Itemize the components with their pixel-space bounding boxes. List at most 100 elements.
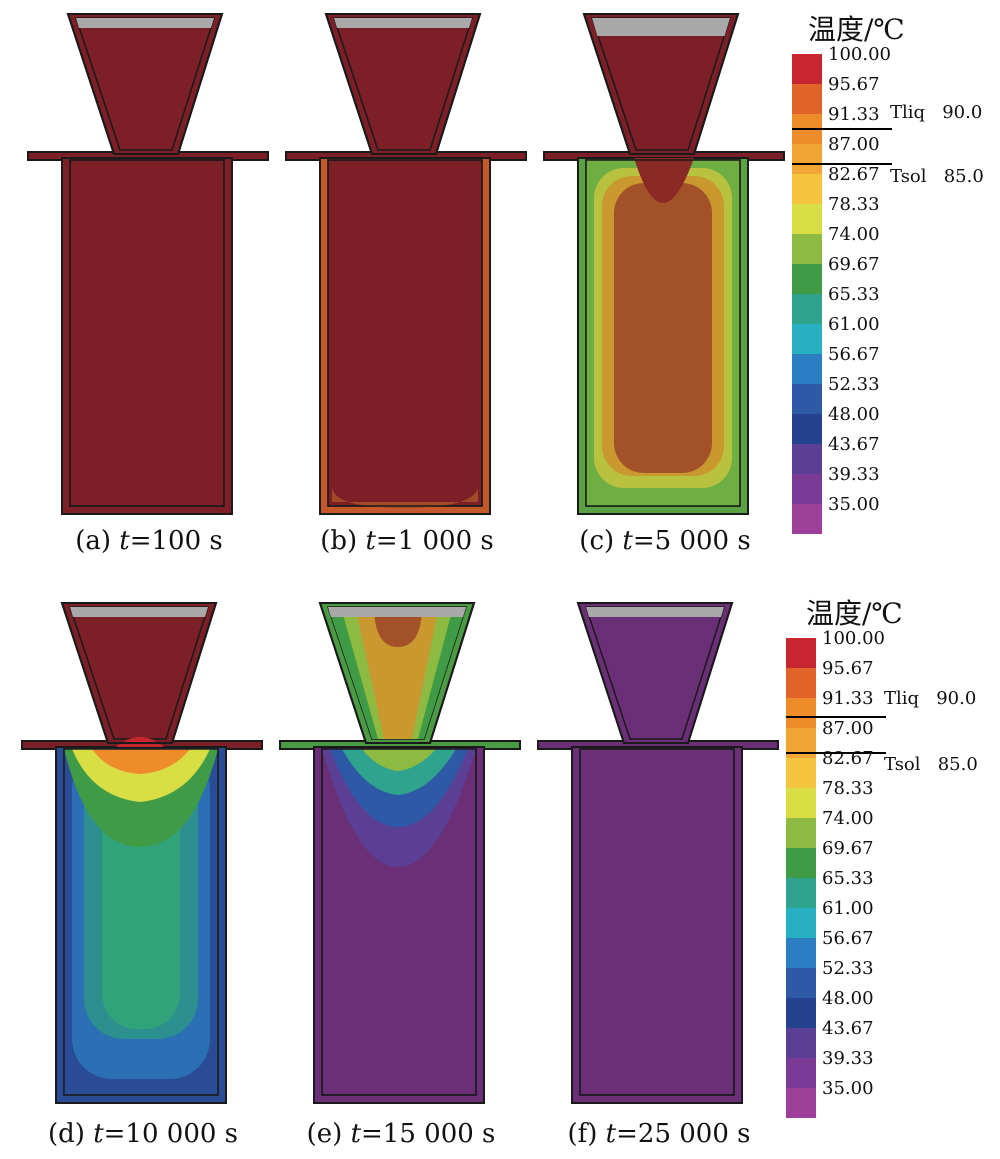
liquidus-marker: Tliq 90.0	[884, 688, 976, 709]
color-swatch	[786, 818, 816, 848]
thermal-band	[362, 749, 436, 771]
legend-value-label: 74.00	[822, 808, 874, 829]
solidus-line	[792, 163, 892, 165]
legend-value-label: 61.00	[828, 314, 880, 335]
color-swatch	[792, 324, 822, 354]
legend-value-label: 39.33	[828, 464, 880, 485]
casting-diagram-b	[285, 13, 527, 515]
legend-top: 温度/℃ 100.00 95.67 91.33 87.00 82.67 78.33 74.0…	[780, 8, 990, 534]
color-swatch	[786, 1088, 816, 1118]
caption-value: =1 000 s	[375, 526, 494, 556]
riser-cap	[328, 607, 466, 617]
legend-value-label: 43.67	[822, 1018, 874, 1039]
color-swatch	[786, 1058, 816, 1088]
liquidus-label: Tliq	[890, 102, 926, 123]
legend-value-label: 69.67	[822, 838, 874, 859]
legend-value-label: 65.33	[822, 868, 874, 889]
riser-cap	[70, 607, 208, 617]
legend-value-label: 35.00	[822, 1078, 874, 1099]
color-swatch	[792, 504, 822, 534]
color-swatch	[792, 54, 822, 84]
color-swatch	[786, 908, 816, 938]
casting-body	[579, 748, 735, 1096]
casting-body	[69, 159, 225, 507]
caption-var: t	[119, 526, 130, 556]
solidus-line	[786, 752, 886, 754]
casting-diagram-a	[27, 13, 269, 515]
caption-tag: (b)	[320, 526, 358, 556]
legend-value-label: 100.00	[828, 44, 891, 65]
legend-value-label: 52.33	[828, 374, 880, 395]
caption-tag: (d)	[47, 1119, 85, 1149]
liquidus-marker: Tliq 90.0	[890, 102, 982, 123]
caption-value: =15 000 s	[361, 1119, 496, 1149]
riser-cap	[586, 607, 724, 617]
solidus-marker: Tsol 85.0	[890, 166, 984, 187]
legend-value-label: 95.67	[822, 658, 874, 679]
legend-title: 温度/℃	[806, 597, 903, 630]
color-swatch	[786, 848, 816, 878]
color-swatch	[792, 384, 822, 414]
liquidus-value: 90.0	[942, 102, 983, 123]
legend-value-label: 35.00	[828, 494, 880, 515]
legend-title: 温度/℃	[808, 13, 905, 46]
thermal-band	[92, 749, 190, 774]
liquidus-label: Tliq	[884, 688, 920, 709]
legend-value-label: 87.00	[828, 134, 880, 155]
legend-value-label: 52.33	[822, 958, 874, 979]
solidus-value: 85.0	[937, 754, 978, 775]
caption-var: t	[605, 1119, 617, 1149]
caption-value: =10 000 s	[103, 1119, 239, 1149]
caption-value: =5 000 s	[632, 526, 751, 556]
legend-value-label: 65.33	[828, 284, 880, 305]
color-scale	[792, 54, 822, 534]
color-swatch	[792, 444, 822, 474]
caption-var: t	[365, 526, 376, 556]
color-swatch	[786, 758, 816, 788]
casting-diagram-d	[21, 602, 263, 1104]
caption-tag: (f)	[567, 1119, 598, 1149]
riser-cap	[592, 18, 730, 36]
caption-tag: (a)	[75, 526, 112, 556]
caption-b: (b) t=1 000 s	[276, 526, 538, 556]
liquidus-line	[792, 128, 892, 130]
panel-b: (b) t=1 000 s	[276, 8, 538, 568]
color-swatch	[792, 234, 822, 264]
casting-diagram-c	[543, 13, 785, 515]
thermal-band	[374, 611, 422, 647]
caption-d: (d) t=10 000 s	[12, 1119, 274, 1149]
caption-var: t	[350, 1119, 362, 1149]
color-swatch	[792, 354, 822, 384]
legend-value-label: 48.00	[822, 988, 874, 1009]
legend-bottom: 温度/℃ 100.00 95.67 91.33 87.00 82.67 78.33 74.0…	[774, 592, 984, 1118]
legend-value-label: 82.67	[828, 164, 880, 185]
color-swatch	[786, 938, 816, 968]
caption-value: =25 000 s	[616, 1119, 751, 1149]
color-swatch	[792, 174, 822, 204]
caption-value: =100 s	[129, 526, 223, 556]
legend-value-label: 43.67	[828, 434, 880, 455]
color-swatch	[792, 474, 822, 504]
legend-value-label: 95.67	[828, 74, 880, 95]
thermal-band	[614, 183, 712, 473]
liquidus-value: 90.0	[936, 688, 977, 709]
panel-f: (f) t=25 000 s	[528, 597, 790, 1157]
legend-value-label: 74.00	[828, 224, 880, 245]
color-swatch	[786, 1028, 816, 1058]
legend-value-label: 48.00	[828, 404, 880, 425]
legend-value-label: 100.00	[822, 628, 885, 649]
casting-diagram-e	[279, 602, 521, 1104]
legend-value-label: 78.33	[822, 778, 874, 799]
legend-value-label: 61.00	[822, 898, 874, 919]
legend-value-label: 91.33	[822, 688, 874, 709]
caption-tag: (c)	[579, 526, 615, 556]
riser-cap	[76, 18, 214, 28]
caption-e: (e) t=15 000 s	[270, 1119, 532, 1149]
color-swatch	[786, 878, 816, 908]
legend-value-label: 87.00	[822, 718, 874, 739]
panel-a: (a) t=100 s	[18, 8, 280, 568]
panel-c: (c) t=5 000 s	[534, 8, 796, 568]
color-swatch	[786, 788, 816, 818]
solidus-value: 85.0	[943, 166, 984, 187]
solidus-label: Tsol	[890, 166, 927, 187]
